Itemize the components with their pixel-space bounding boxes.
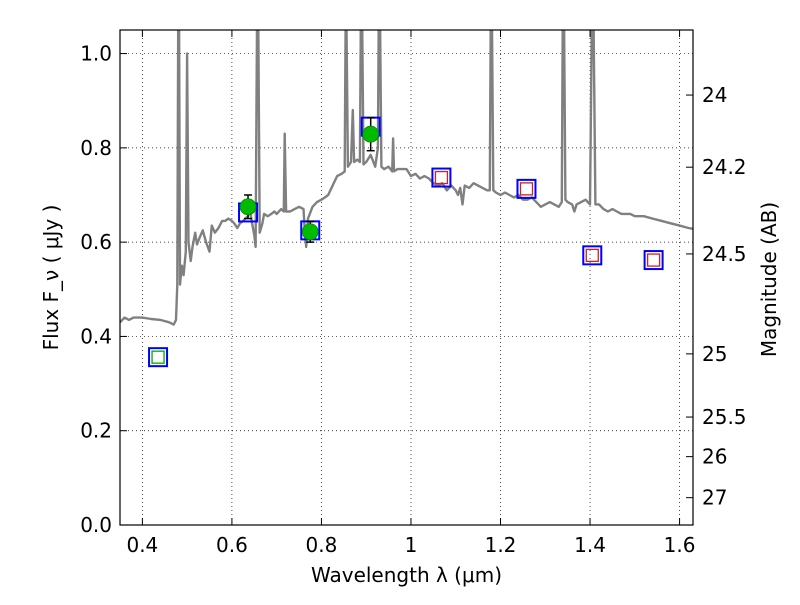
right-tick-label: 24 xyxy=(702,83,727,107)
model-photometry-box xyxy=(431,167,452,188)
x-tick-label: 0.8 xyxy=(306,533,338,557)
x-tick-label: 0.6 xyxy=(216,533,248,557)
observed-square xyxy=(434,170,449,185)
right-tick-label: 24.5 xyxy=(702,242,747,266)
right-tick-label: 27 xyxy=(702,486,727,510)
observed-flux-point xyxy=(301,223,319,241)
x-axis-label: Wavelength λ (μm) xyxy=(311,563,502,587)
ticks: 0.4 0.6 0.8 1 1.2 1.4 1.6 0.0 0.2 0.4 0.6 0.8 1.0 24 2… xyxy=(80,30,747,557)
right-tick-label: 24.2 xyxy=(702,155,747,179)
x-tick-label: 1.4 xyxy=(574,533,606,557)
y-axis-label: Flux F_ν ( μJy ) xyxy=(39,205,63,351)
observed-square xyxy=(646,253,661,267)
model-photometry-box xyxy=(582,245,603,266)
observed-square xyxy=(585,248,599,262)
x-tick-label: 0.4 xyxy=(126,533,158,557)
y-tick-label: 0.8 xyxy=(80,136,112,160)
x-tick-label: 1.2 xyxy=(485,533,517,557)
right-tick-label: 26 xyxy=(702,445,727,469)
y-tick-label: 0.4 xyxy=(80,324,112,348)
observed-square xyxy=(151,350,165,364)
grid xyxy=(120,30,693,526)
plot-frame xyxy=(119,29,694,526)
right-tick-label: 25.5 xyxy=(702,405,747,429)
observed-square xyxy=(519,182,534,196)
model-photometry-box xyxy=(148,347,169,368)
right-axis-label: Magnitude (AB) xyxy=(757,202,781,357)
model-photometry-box xyxy=(516,178,537,199)
observed-flux-point xyxy=(239,198,257,216)
y-tick-label: 0.6 xyxy=(80,230,112,254)
spectrum-line xyxy=(120,30,693,326)
y-tick-label: 0.2 xyxy=(80,419,112,443)
right-tick-label: 25 xyxy=(702,342,727,366)
data-layer xyxy=(120,30,693,368)
y-tick-label: 0.0 xyxy=(80,513,112,537)
x-tick-label: 1.6 xyxy=(664,533,696,557)
observed-flux-point xyxy=(362,125,380,143)
y-tick-label: 1.0 xyxy=(80,42,112,66)
model-photometry-box xyxy=(643,250,664,271)
x-tick-label: 1 xyxy=(405,533,418,557)
